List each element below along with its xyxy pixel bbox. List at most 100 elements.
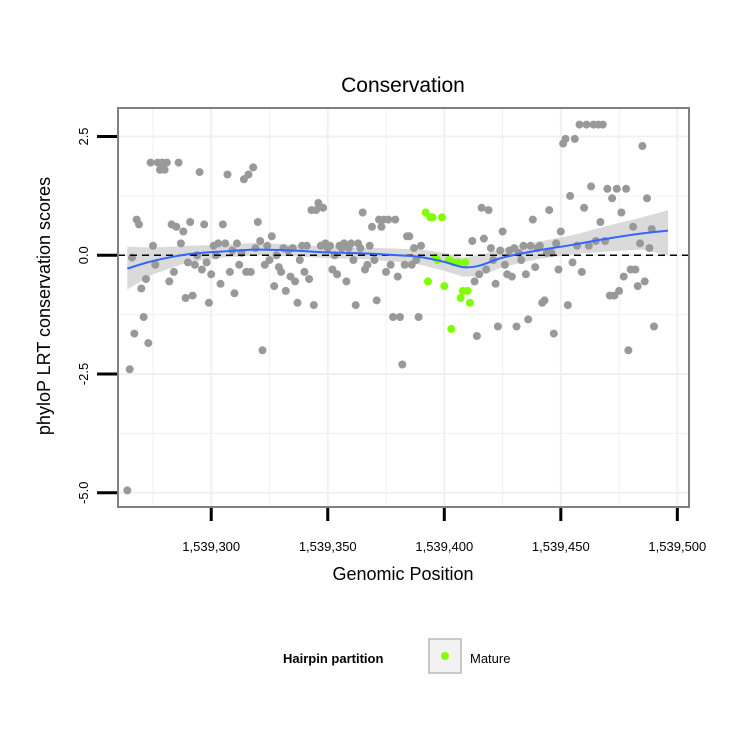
data-point bbox=[144, 339, 153, 348]
data-point bbox=[267, 232, 276, 241]
data-point bbox=[165, 277, 174, 286]
data-point bbox=[624, 346, 633, 355]
data-point bbox=[356, 244, 365, 253]
data-point bbox=[496, 246, 505, 255]
data-point bbox=[622, 184, 631, 193]
x-tick-label: 1,539,350 bbox=[299, 539, 357, 554]
data-point bbox=[174, 158, 183, 167]
data-point bbox=[535, 241, 544, 250]
data-point bbox=[612, 184, 621, 193]
data-point bbox=[410, 244, 418, 253]
data-point bbox=[137, 284, 146, 293]
data-point bbox=[235, 260, 244, 269]
data-point bbox=[468, 237, 477, 245]
data-point bbox=[500, 260, 509, 269]
data-point bbox=[577, 267, 586, 276]
data-point bbox=[484, 206, 493, 215]
data-point bbox=[202, 258, 211, 267]
data-point bbox=[123, 486, 132, 495]
data-point bbox=[365, 241, 374, 250]
data-point bbox=[263, 241, 272, 250]
mature-point bbox=[454, 258, 463, 267]
data-point bbox=[265, 256, 274, 264]
data-point bbox=[326, 241, 335, 250]
data-point bbox=[561, 134, 570, 143]
data-point bbox=[176, 239, 185, 248]
data-point bbox=[225, 267, 234, 276]
data-point bbox=[643, 194, 651, 203]
data-point bbox=[151, 260, 160, 269]
data-point bbox=[312, 206, 321, 215]
data-point bbox=[309, 301, 318, 310]
mature-point bbox=[447, 324, 456, 333]
data-point bbox=[244, 170, 253, 179]
x-tick-label: 1,539,300 bbox=[182, 539, 240, 554]
confidence-ribbon bbox=[127, 210, 669, 290]
panel-border bbox=[117, 107, 690, 508]
data-point bbox=[190, 260, 199, 269]
x-axis-title: Genomic Position bbox=[332, 564, 473, 584]
data-point bbox=[400, 260, 409, 269]
data-point bbox=[615, 286, 624, 295]
axes: 1,539,300 1,539,350 1,539,400 1,539,450 1,53… bbox=[76, 127, 706, 554]
data-point bbox=[482, 265, 491, 274]
data-point bbox=[566, 191, 575, 200]
data-point bbox=[396, 313, 404, 321]
mature-point bbox=[456, 294, 465, 302]
data-point bbox=[216, 279, 225, 288]
data-point bbox=[598, 120, 607, 129]
data-point bbox=[587, 182, 596, 191]
mature-point bbox=[428, 213, 437, 222]
data-point bbox=[333, 270, 342, 279]
data-point bbox=[223, 170, 232, 179]
data-point bbox=[305, 275, 314, 283]
data-point bbox=[638, 142, 647, 150]
data-point bbox=[650, 322, 658, 331]
data-point bbox=[575, 120, 584, 129]
data-point bbox=[640, 277, 649, 286]
data-point bbox=[596, 218, 605, 226]
data-point bbox=[472, 332, 481, 340]
data-point bbox=[181, 294, 190, 302]
data-point bbox=[384, 215, 393, 224]
data-point bbox=[246, 267, 255, 276]
data-point bbox=[526, 241, 535, 250]
mature-point bbox=[463, 286, 472, 295]
legend-key-mature-point bbox=[441, 652, 449, 660]
data-point bbox=[270, 282, 279, 291]
data-point bbox=[545, 206, 554, 215]
smooth-trend bbox=[127, 229, 669, 270]
legend-title: Hairpin partition bbox=[283, 651, 383, 666]
data-point bbox=[617, 208, 626, 217]
data-point bbox=[582, 120, 591, 129]
data-point bbox=[139, 313, 148, 321]
data-point bbox=[277, 267, 286, 276]
data-point bbox=[475, 270, 484, 279]
data-point bbox=[160, 165, 169, 174]
data-point bbox=[619, 272, 628, 281]
data-point bbox=[349, 256, 358, 264]
y-axis-title: phyloP LRT conservation scores bbox=[34, 177, 54, 435]
data-point bbox=[200, 220, 209, 229]
data-point bbox=[398, 360, 407, 369]
data-point bbox=[135, 220, 143, 229]
legend: Hairpin partition Mature bbox=[283, 638, 510, 674]
data-point bbox=[491, 279, 500, 288]
data-point bbox=[281, 286, 290, 295]
data-point bbox=[291, 277, 300, 286]
data-point bbox=[256, 237, 265, 245]
data-point bbox=[370, 256, 379, 264]
data-point bbox=[125, 365, 134, 374]
data-point bbox=[493, 322, 502, 331]
data-point bbox=[414, 313, 423, 321]
data-point bbox=[417, 241, 425, 250]
data-point bbox=[608, 194, 617, 203]
x-tick-label: 1,539,400 bbox=[415, 539, 473, 554]
mature-point bbox=[440, 282, 449, 291]
data-point bbox=[169, 267, 178, 276]
data-point bbox=[412, 256, 421, 264]
data-point bbox=[300, 267, 309, 276]
data-point bbox=[162, 158, 171, 167]
data-point bbox=[342, 277, 351, 286]
data-point bbox=[584, 241, 593, 250]
